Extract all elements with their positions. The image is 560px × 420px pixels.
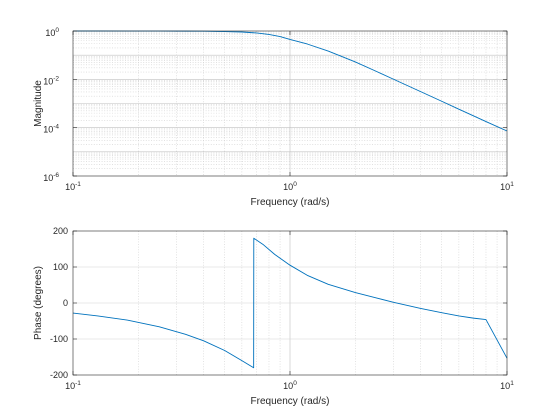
- y-axis-label: Magnitude: [33, 80, 44, 127]
- y-tick-label: 200: [53, 226, 68, 236]
- grid-lines: [73, 31, 507, 176]
- y-tick-label: 10-6: [43, 172, 59, 183]
- x-axis-label: Frequency (rad/s): [251, 197, 330, 208]
- y-tick-label: 10-2: [43, 75, 59, 86]
- response-line: [72, 237, 508, 369]
- y-tick-label: 100: [53, 262, 68, 272]
- x-tick-label: 100: [283, 380, 297, 391]
- y-tick-label: 100: [45, 27, 59, 38]
- y-axis-label: Phase (degrees): [33, 266, 44, 340]
- y-tick-label: 0: [63, 298, 68, 308]
- y-tick-label: 10-4: [43, 124, 59, 135]
- x-tick-label: 100: [283, 181, 297, 192]
- y-tick-label: -200: [50, 370, 68, 380]
- x-tick-label: 10-1: [65, 380, 81, 391]
- x-axis-label: Frequency (rad/s): [251, 396, 330, 407]
- y-tick-label: -100: [50, 334, 68, 344]
- phase-panel: 10-1 100 101 -200 -100 0 100 200 Frequency (rad/…: [33, 226, 514, 407]
- magnitude-panel: 10-1 100 101 10-6 10-4 10-2 100 Frequency (rad/…: [33, 27, 514, 208]
- x-tick-label: 101: [500, 380, 514, 391]
- grid-lines: [73, 231, 507, 375]
- x-tick-label: 101: [500, 181, 514, 192]
- x-tick-label: 10-1: [65, 181, 81, 192]
